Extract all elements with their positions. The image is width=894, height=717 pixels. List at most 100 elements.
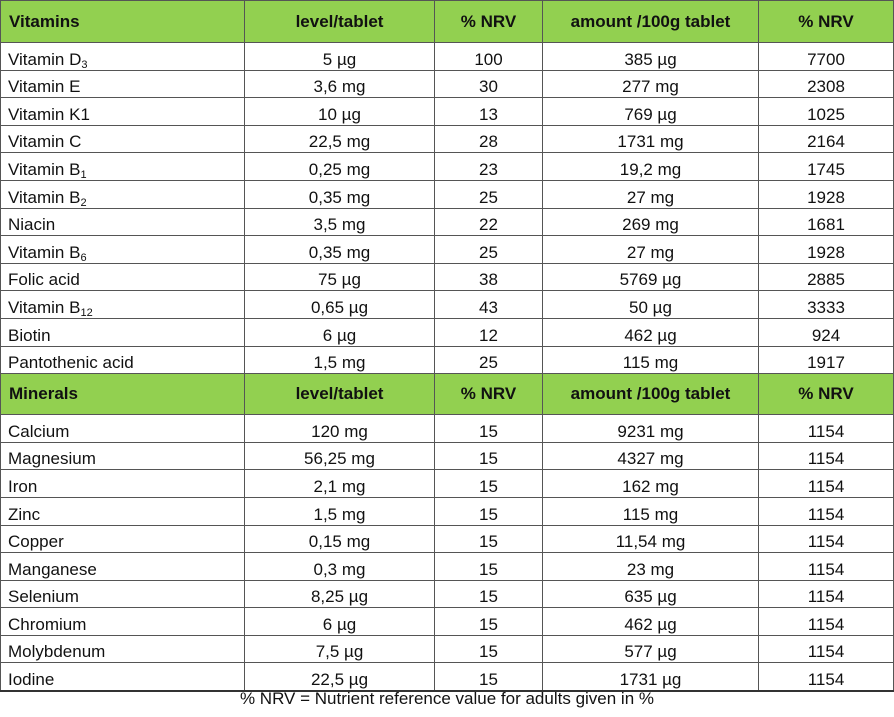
amount-per-100g: 115 mg: [542, 345, 759, 375]
amount-per-100g: 23 mg: [542, 552, 759, 581]
amount-per-100g-text: 1731 mg: [617, 132, 684, 152]
nrv-percent-100g: 1154: [758, 496, 894, 526]
nrv-percent-100g-text: 1154: [807, 642, 845, 662]
nutrient-name-text: Vitamin E: [8, 77, 81, 97]
nrv-percent-100g: 1154: [758, 414, 894, 443]
amount-per-100g: 19,2 mg: [542, 152, 759, 181]
nrv-percent: 25: [434, 235, 543, 264]
nrv-percent-100g: 1154: [758, 469, 894, 498]
amount-per-100g-text: 769 µg: [624, 104, 677, 124]
level-per-tablet-text: 6 µg: [322, 325, 357, 345]
nrv-percent-100g-text: 1154: [807, 614, 845, 634]
nutrient-name: Iron: [0, 469, 245, 498]
nrv-percent: 13: [434, 97, 543, 126]
nrv-percent-100g-text: 1154: [807, 587, 845, 607]
nrv-percent-100g-text: 2164: [807, 132, 845, 152]
level-per-tablet: 0,35 mg: [244, 235, 435, 264]
level-column-header: level/tablet: [244, 0, 435, 43]
table-row: Chromium 6 µg 15 462 µg 1154: [0, 607, 894, 636]
nrv-percent: 22: [434, 207, 543, 237]
nutrient-name: Selenium: [0, 579, 245, 609]
subscript: 6: [80, 251, 87, 264]
nrv-percent-100g: 1745: [758, 152, 894, 181]
amount-per-100g: 27 mg: [542, 179, 759, 209]
level-per-tablet-text: 3,6 mg: [313, 77, 366, 97]
level-per-tablet: 1,5 mg: [244, 496, 435, 526]
table-row: Pantothenic acid 1,5 mg 25 115 mg 1917: [0, 345, 894, 375]
nrv-percent: 23: [434, 152, 543, 181]
table-row: Copper 0,15 mg 15 11,54 mg 1154: [0, 524, 894, 554]
level-per-tablet-text: 3,5 mg: [313, 215, 366, 235]
nrv-percent-100g: 1154: [758, 524, 894, 554]
nrv-percent-text: 13: [479, 104, 498, 124]
table-row: Vitamin B6 0,35 mg 25 27 mg 1928: [0, 235, 894, 264]
nrv-percent-100g: 1917: [758, 345, 894, 375]
level-per-tablet-text: 120 mg: [311, 421, 368, 441]
nutrient-name-text: Vitamin D: [8, 49, 82, 69]
nrv-percent-text: 12: [479, 325, 498, 345]
table-row: Magnesium 56,25 mg 15 4327 mg 1154: [0, 441, 894, 471]
nrv-percent: 25: [434, 345, 543, 375]
nutrient-name: Copper: [0, 524, 245, 554]
level-per-tablet-text: 10 µg: [318, 104, 361, 124]
nrv-percent-100g: 1928: [758, 235, 894, 264]
nutrient-name-text: Folic acid: [8, 270, 80, 290]
nrv-percent-100g: 2885: [758, 262, 894, 292]
table-row: Biotin 6 µg 12 462 µg 924: [0, 317, 894, 347]
nrv-percent-text: 22: [479, 215, 498, 235]
nutrient-name-text: Vitamin C: [8, 132, 82, 152]
nrv-percent: 15: [434, 524, 543, 554]
nutrient-name-text: Vitamin B: [8, 159, 81, 179]
nrv-percent-text: 15: [479, 587, 498, 607]
nrv-percent-100g-text: 7700: [807, 49, 845, 69]
table-row: Folic acid 75 µg 38 5769 µg 2885: [0, 262, 894, 292]
table-row: Vitamin D3 5 µg 100 385 µg 7700: [0, 42, 894, 71]
amount-per-100g-text: 577 µg: [624, 642, 677, 662]
amount-per-100g-text: 162 mg: [622, 476, 679, 496]
nrv-percent: 15: [434, 469, 543, 498]
table-row: Iodine 22,5 µg 15 1731 µg 1154: [0, 662, 894, 693]
level-per-tablet: 7,5 µg: [244, 634, 435, 664]
amount-per-100g-text: 50 µg: [629, 297, 672, 317]
nrv-footnote: % NRV = Nutrient reference value for adu…: [239, 689, 655, 708]
nutrient-name: Zinc: [0, 496, 245, 526]
nrv-percent-100g: 2308: [758, 69, 894, 99]
nutrient-name: Manganese: [0, 552, 245, 581]
level-per-tablet: 0,35 mg: [244, 179, 435, 209]
nrv-percent-100g: 1154: [758, 579, 894, 609]
amount-per-100g-text: 385 µg: [624, 49, 677, 69]
nrv-percent-text: 30: [479, 77, 498, 97]
level-per-tablet: 2,1 mg: [244, 469, 435, 498]
level-per-tablet-text: 0,35 mg: [308, 242, 371, 262]
level-per-tablet: 75 µg: [244, 262, 435, 292]
nrv-percent: 15: [434, 634, 543, 664]
nutrient-name: Vitamin C: [0, 124, 245, 154]
level-per-tablet: 3,5 mg: [244, 207, 435, 237]
amount-per-100g-text: 462 µg: [624, 325, 677, 345]
level-per-tablet: 0,65 µg: [244, 290, 435, 319]
level-per-tablet: 6 µg: [244, 607, 435, 636]
nrv-percent: 15: [434, 607, 543, 636]
nrv-percent: 30: [434, 69, 543, 99]
table-row: Niacin 3,5 mg 22 269 mg 1681: [0, 207, 894, 237]
nrv-percent-text: 25: [479, 187, 498, 207]
amount-per-100g-text: 115 mg: [622, 504, 679, 524]
table-row: Iron 2,1 mg 15 162 mg 1154: [0, 469, 894, 498]
nrv-percent-100g-text: 1681: [807, 215, 845, 235]
nrv-percent-100g: 924: [758, 317, 894, 347]
amount-per-100g: 11,54 mg: [542, 524, 759, 554]
nrv-percent-100g: 3333: [758, 290, 894, 319]
level-per-tablet-text: 8,25 µg: [310, 587, 369, 607]
nrv-percent-text: 23: [479, 159, 498, 179]
nrv-percent-text: 25: [479, 353, 498, 373]
level-per-tablet-text: 56,25 mg: [304, 449, 375, 469]
level-per-tablet: 1,5 mg: [244, 345, 435, 375]
nrv-percent-100g-text: 1745: [807, 159, 845, 179]
amount-per-100g-text: 269 mg: [622, 215, 679, 235]
nutrient-name: Vitamin E: [0, 69, 245, 99]
minerals-section-label: Minerals: [0, 373, 245, 416]
nrv-percent: 15: [434, 552, 543, 581]
level-per-tablet: 5 µg: [244, 42, 435, 71]
level-per-tablet: 22,5 µg: [244, 662, 435, 693]
nutrient-name-text: Copper: [8, 532, 64, 552]
